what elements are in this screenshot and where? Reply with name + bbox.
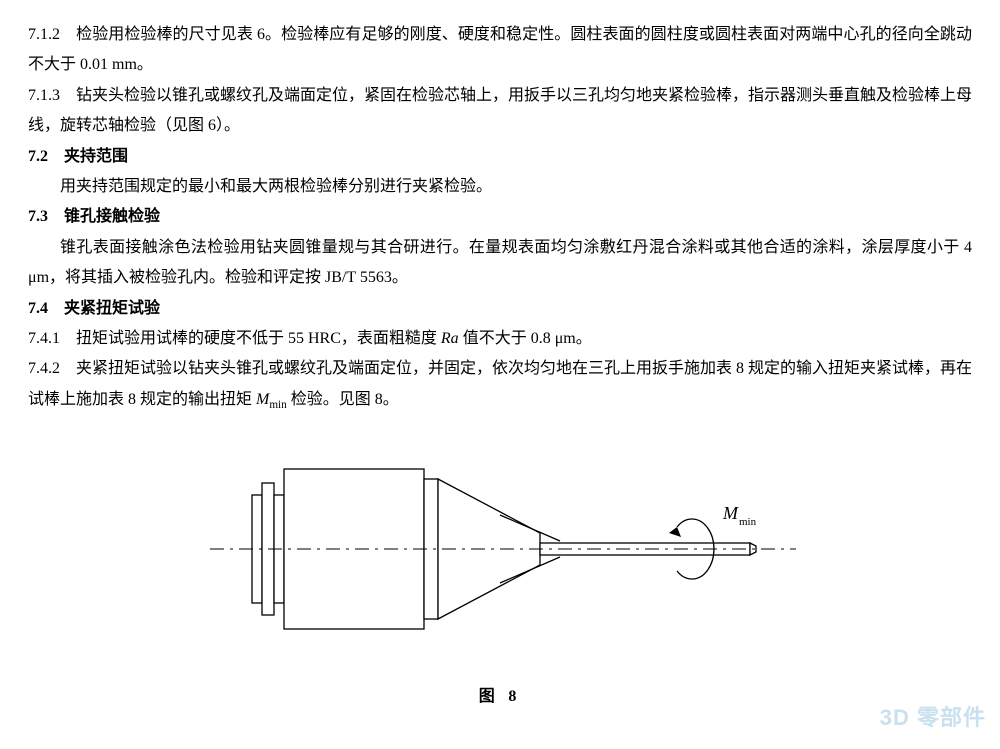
svg-text:min: min <box>739 516 757 528</box>
watermark-en: 3D <box>880 705 910 730</box>
para-7-4-1-a: 7.4.1 扭矩试验用试棒的硬度不低于 55 HRC，表面粗糙度 <box>28 330 441 347</box>
heading-7-2: 7.2 夹持范围 <box>28 142 972 172</box>
para-7-1-3: 7.1.3 钻夹头检验以锥孔或螺纹孔及端面定位，紧固在检验芯轴上，用扳手以三孔均… <box>28 81 972 142</box>
para-7-4-2: 7.4.2 夹紧扭矩试验以钻夹头锥孔或螺纹孔及端面定位，并固定，依次均匀地在三孔… <box>28 354 972 416</box>
figure-8-diagram: Mmin <box>190 434 810 664</box>
heading-7-4: 7.4 夹紧扭矩试验 <box>28 294 972 324</box>
para-7-2: 用夹持范围规定的最小和最大两根检验棒分别进行夹紧检验。 <box>28 172 972 202</box>
watermark: 3D 零部件 <box>880 697 986 739</box>
figure-8-caption: 图 8 <box>28 682 972 712</box>
para-7-4-1-b: 值不大于 0.8 μm。 <box>459 330 592 347</box>
para-7-4-2-b: 检验。见图 8。 <box>287 391 399 408</box>
symbol-mmin-m: M <box>256 391 269 408</box>
heading-7-3: 7.3 锥孔接触检验 <box>28 202 972 232</box>
figure-8: Mmin 图 8 <box>28 434 972 712</box>
para-7-1-2: 7.1.2 检验用检验棒的尺寸见表 6。检验棒应有足够的刚度、硬度和稳定性。圆柱… <box>28 20 972 81</box>
symbol-mmin-sub: min <box>269 399 286 411</box>
para-7-4-1: 7.4.1 扭矩试验用试棒的硬度不低于 55 HRC，表面粗糙度 Ra 值不大于… <box>28 324 972 354</box>
para-7-4-2-a: 7.4.2 夹紧扭矩试验以钻夹头锥孔或螺纹孔及端面定位，并固定，依次均匀地在三孔… <box>28 360 972 407</box>
svg-text:M: M <box>722 503 739 523</box>
para-7-3: 锥孔表面接触涂色法检验用钻夹圆锥量规与其合研进行。在量规表面均匀涂敷红丹混合涂料… <box>28 233 972 294</box>
watermark-zh: 零部件 <box>917 705 986 730</box>
symbol-ra: Ra <box>441 330 459 347</box>
